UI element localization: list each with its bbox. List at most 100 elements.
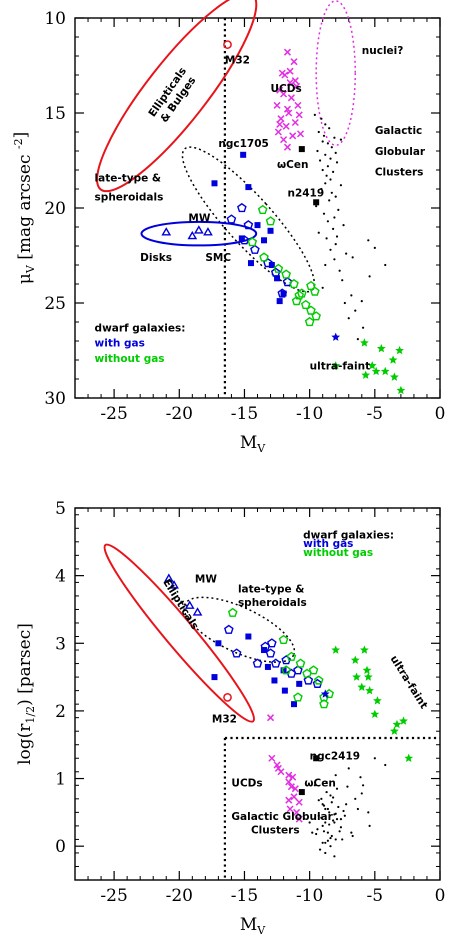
data-point-dot	[368, 275, 371, 278]
y-axis-title: log(r1/2) [parsec]	[15, 623, 37, 765]
data-point-dot	[332, 227, 335, 230]
data-point-pentagon	[243, 220, 254, 230]
data-point-star	[360, 645, 369, 654]
data-point-dot	[313, 784, 316, 787]
data-point-dot	[343, 301, 346, 305]
data-point-cross	[268, 754, 276, 762]
data-point-dot	[324, 807, 327, 811]
data-point-dot	[320, 117, 323, 120]
region-ellipticals	[96, 0, 258, 193]
chart-panel-2: -25 -20 -15 -10 -5 0 0 1 2 3 4 5 MV log(r1/2) [parsec…	[15, 499, 445, 937]
data-point-dot	[324, 851, 327, 855]
x-tick-label: -15	[231, 886, 258, 906]
region-disks	[140, 220, 258, 247]
data-point-dot	[332, 819, 335, 822]
data-point-dot	[367, 811, 370, 814]
data-point-triangle	[161, 227, 172, 236]
annotation-label: spheroidals	[95, 191, 164, 203]
data-point-dot	[335, 161, 339, 164]
data-point-dot	[321, 824, 324, 827]
data-point-pentagon	[294, 290, 305, 300]
data-point-dot	[339, 818, 343, 821]
data-point-star	[361, 370, 371, 379]
data-point-dot	[324, 821, 327, 824]
data-point-dot	[326, 220, 329, 223]
annotation-label: late-type &	[238, 584, 304, 596]
x-tick-label: -15	[231, 404, 258, 424]
region-nuclei	[315, 0, 357, 147]
annotation-label: ngc2419	[310, 751, 360, 763]
data-point-dot	[338, 830, 341, 833]
data-point-square	[280, 290, 287, 297]
data-point-cross	[295, 111, 303, 119]
annotation-label: n2419	[287, 188, 324, 200]
series-ultra-faint-blue-stars	[320, 689, 330, 698]
data-point-square	[240, 151, 247, 158]
data-point-star	[350, 655, 360, 664]
data-point-dot	[341, 838, 344, 841]
annotation-label: Galactic Globular	[231, 811, 333, 823]
data-point-dot	[321, 803, 324, 806]
data-point-triangle	[164, 573, 174, 582]
series-special-black-squares	[298, 146, 320, 206]
series-globular-clusters	[313, 113, 387, 341]
data-point-square	[254, 222, 261, 229]
data-point-cross	[286, 79, 294, 87]
data-point-dot	[335, 818, 339, 821]
data-point-dot	[328, 823, 331, 826]
annotation-label: SMC	[205, 252, 231, 264]
y-tick-label: 30	[44, 389, 66, 409]
series-UCDs	[267, 714, 303, 823]
data-point-square	[276, 298, 283, 305]
data-point-square	[264, 663, 271, 670]
data-point-dot	[320, 816, 323, 819]
data-point-dot	[342, 809, 345, 813]
data-point-pentagon	[300, 299, 311, 309]
data-point-dot	[328, 127, 331, 130]
data-point-dot	[326, 142, 329, 145]
x-axis-title: MV	[240, 915, 266, 937]
data-point-dot	[311, 831, 314, 834]
data-point-cross	[285, 771, 293, 779]
annotation-label: without gas	[95, 353, 165, 365]
data-point-dot	[315, 205, 318, 208]
data-point-dot	[321, 140, 324, 143]
data-point-star	[363, 672, 373, 681]
data-point-dot	[359, 776, 362, 779]
data-point-pentagon	[270, 658, 281, 668]
data-point-cross	[290, 58, 298, 66]
data-point-cross	[291, 785, 299, 793]
data-point-cross	[277, 115, 285, 123]
data-point-dot	[339, 184, 343, 187]
data-point-dot	[326, 807, 329, 811]
data-point-star	[367, 361, 377, 370]
data-point-pentagon	[259, 252, 269, 262]
data-point-star	[392, 719, 402, 729]
data-point-triangle	[184, 600, 195, 609]
data-point-dot	[343, 814, 346, 817]
region-late-type	[183, 596, 296, 663]
y-tick-label: 1	[55, 770, 66, 790]
data-point-dot	[330, 801, 333, 804]
data-point-dot	[329, 794, 332, 797]
data-point-square	[245, 184, 252, 191]
data-point-pentagon	[319, 699, 329, 709]
data-point-square	[281, 687, 288, 694]
data-point-dot	[322, 212, 326, 215]
data-point-dot	[329, 178, 332, 181]
data-point-dot	[350, 294, 353, 297]
rotated-annotation: ultra-faint	[388, 653, 430, 711]
annotation-label: UCDs	[271, 83, 302, 95]
data-point-dot	[360, 792, 363, 795]
data-point-dot	[351, 834, 354, 838]
data-point-dot	[367, 239, 370, 242]
series-gas-poor-pentagons	[227, 607, 335, 709]
data-point-cross	[290, 793, 298, 801]
region-ellipticals	[103, 543, 256, 723]
data-point-dot	[329, 157, 332, 160]
data-point-cross	[293, 808, 301, 816]
rotated-annotation: Ellipticals& Bulges	[146, 65, 199, 126]
data-point-dot	[330, 191, 333, 194]
data-point-cross	[283, 143, 292, 151]
data-point-square	[274, 275, 281, 282]
